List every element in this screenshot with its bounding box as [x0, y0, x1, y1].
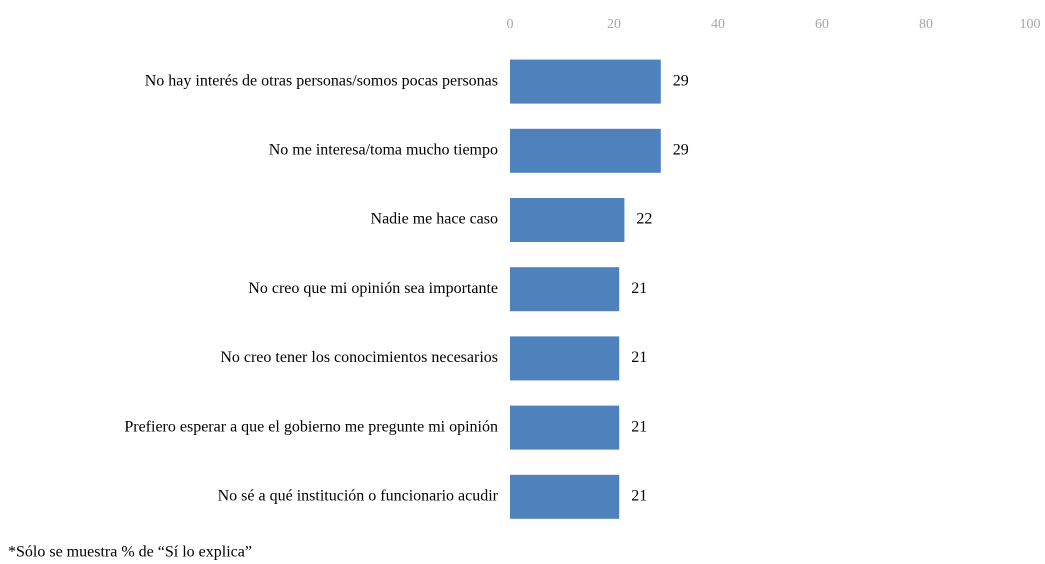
x-tick-label: 40	[711, 17, 725, 32]
value-label: 29	[673, 72, 689, 89]
bar	[510, 59, 661, 104]
bar	[510, 128, 661, 173]
x-tick-label: 60	[815, 17, 829, 32]
footnote: *Sólo se muestra % de “Sí lo explica”	[8, 544, 252, 561]
value-label: 21	[631, 349, 647, 366]
y-tick-label: No creo que mi opinión sea importante	[248, 280, 498, 297]
x-tick-label: 80	[919, 17, 933, 32]
x-tick-label: 20	[607, 17, 621, 32]
y-tick-label: Nadie me hace caso	[371, 211, 498, 228]
bar	[510, 267, 620, 312]
y-tick-label: No creo tener los conocimientos necesari…	[220, 349, 498, 366]
value-label: 22	[636, 211, 652, 228]
value-label: 29	[673, 141, 689, 158]
bar	[510, 474, 620, 519]
value-label: 21	[631, 280, 647, 297]
bar	[510, 336, 620, 381]
y-tick-label: No hay interés de otras personas/somos p…	[145, 72, 498, 89]
x-tick-label: 100	[1020, 17, 1041, 32]
y-tick-label: No sé a qué institución o funcionario ac…	[218, 487, 499, 504]
bar	[510, 405, 620, 450]
x-tick-label: 0	[507, 17, 514, 32]
y-tick-label: Prefiero esperar a que el gobierno me pr…	[124, 418, 498, 435]
value-label: 21	[631, 418, 647, 435]
y-tick-label: No me interesa/toma mucho tiempo	[269, 141, 498, 158]
value-label: 21	[631, 487, 647, 504]
bar	[510, 198, 625, 242]
